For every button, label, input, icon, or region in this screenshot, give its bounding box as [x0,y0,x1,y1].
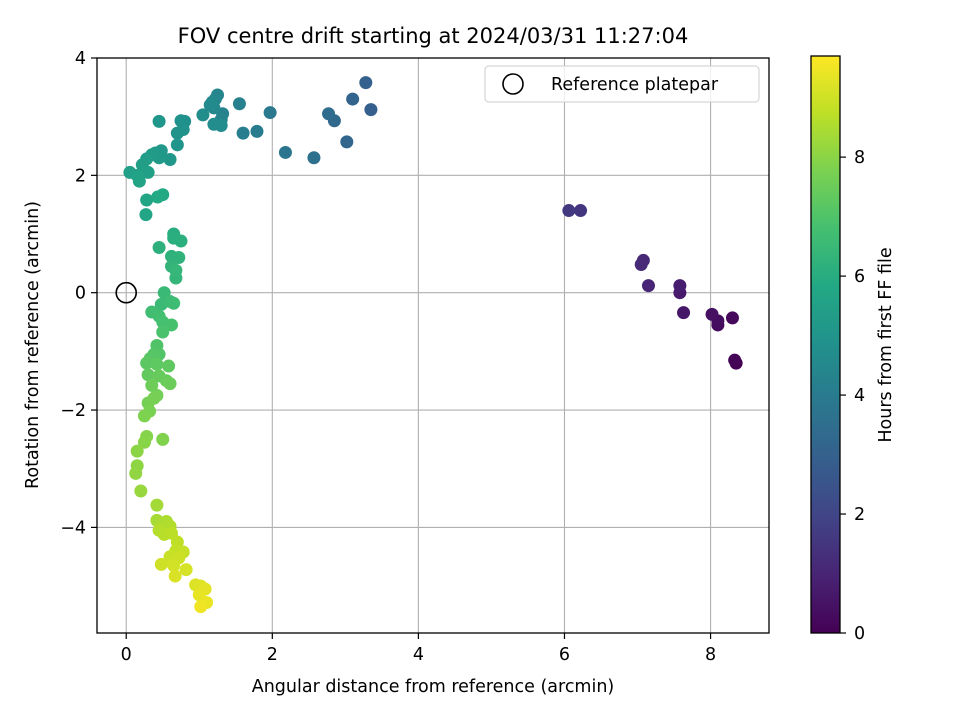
data-point [705,307,719,321]
x-tick-label: 6 [559,645,570,665]
chart-title: FOV centre drift starting at 2024/03/31 … [178,24,689,48]
data-point [141,165,155,179]
legend-box [484,65,760,103]
legend-reference-marker [502,73,524,95]
data-points [123,76,743,614]
data-point [172,250,186,264]
data-point [203,98,217,112]
data-point [162,359,176,373]
y-axis: −4 −2 0 2 4 [60,49,97,538]
data-point [278,145,292,159]
data-point [170,126,184,140]
x-axis: 0 2 4 6 8 [121,633,716,665]
data-point [165,318,179,332]
data-point [194,600,208,614]
data-point [359,76,373,90]
data-point [130,444,144,458]
data-point [677,306,691,320]
data-point [132,174,146,188]
data-point [725,311,739,325]
data-point [150,498,164,512]
data-point [150,357,164,371]
data-point [263,106,277,120]
data-point [141,368,155,382]
grid-lines [97,57,769,633]
data-point [346,92,360,106]
legend: Reference platepar [484,65,760,103]
data-point [137,409,151,423]
x-tick-label: 8 [705,645,716,665]
y-tick-label: 4 [75,49,86,69]
data-point [322,107,336,121]
legend-entry-reference-platepar: Reference platepar [551,75,719,95]
data-point [250,124,264,138]
data-point [728,353,742,367]
data-point [145,378,159,392]
data-point [140,193,154,207]
data-point [307,151,321,165]
data-point [562,204,576,218]
data-point [140,356,154,370]
data-point [156,432,170,446]
data-point [169,263,183,277]
data-point [196,108,210,122]
y-tick-label: 2 [75,166,86,186]
colorbar-tick-label: 4 [854,386,865,406]
reference-platepar-marker [115,281,138,304]
colorbar-label: Hours from first FF file [876,247,896,442]
data-point [207,117,221,131]
data-point [137,435,151,449]
colorbar: 0 2 4 6 8 Hours from first FF file [810,55,896,644]
data-point [163,377,177,391]
data-point [152,114,166,128]
colorbar-ticks: 0 2 4 6 8 [840,148,865,644]
x-tick-label: 4 [413,645,424,665]
data-point [232,97,246,111]
data-point [364,103,378,117]
data-point [174,234,188,248]
data-point [147,391,161,405]
data-point [673,279,687,293]
data-point [170,138,184,152]
colorbar-tick-label: 6 [854,267,865,287]
data-point [167,296,181,310]
data-point [167,559,181,573]
y-tick-label: −2 [60,401,86,421]
data-point [154,557,168,571]
colorbar-tick-label: 0 [854,624,865,644]
data-point [163,153,177,167]
x-tick-label: 2 [267,645,278,665]
data-point [340,135,354,149]
data-point [139,208,153,222]
colorbar-tick-label: 8 [854,148,865,168]
colorbar-tick-label: 2 [854,505,865,525]
y-tick-label: −4 [60,518,86,538]
data-point [156,325,170,339]
x-tick-label: 0 [121,645,132,665]
data-point [151,190,165,204]
data-point [574,204,588,218]
data-point [179,563,193,577]
y-axis-label: Rotation from reference (arcmin) [23,201,43,489]
y-tick-label: 0 [75,284,86,304]
data-point [134,484,148,498]
data-point [152,241,166,255]
data-point [129,466,143,480]
colorbar-gradient [810,55,841,634]
plot-frame [96,57,770,634]
data-point [168,569,182,583]
data-point [634,258,648,272]
data-point [236,126,250,140]
x-axis-label: Angular distance from reference (arcmin) [252,677,615,697]
data-point [641,279,655,293]
